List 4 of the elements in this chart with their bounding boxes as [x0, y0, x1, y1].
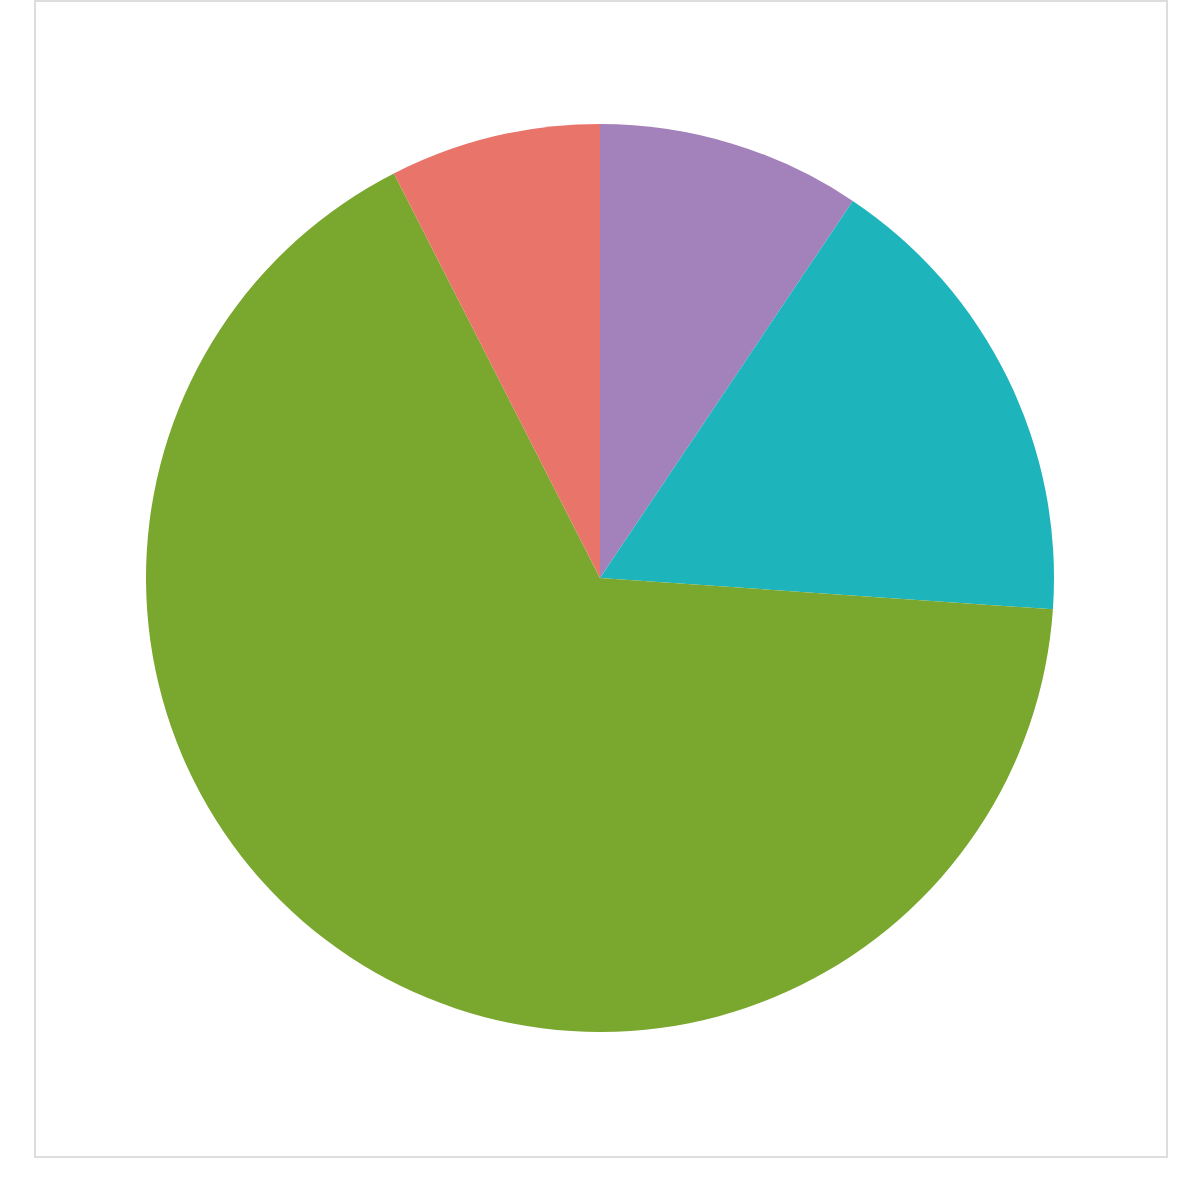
pie-slice — [600, 200, 1054, 610]
pie-slice — [393, 124, 600, 578]
pie-slice — [146, 173, 1053, 1032]
pie-slice — [600, 124, 853, 578]
